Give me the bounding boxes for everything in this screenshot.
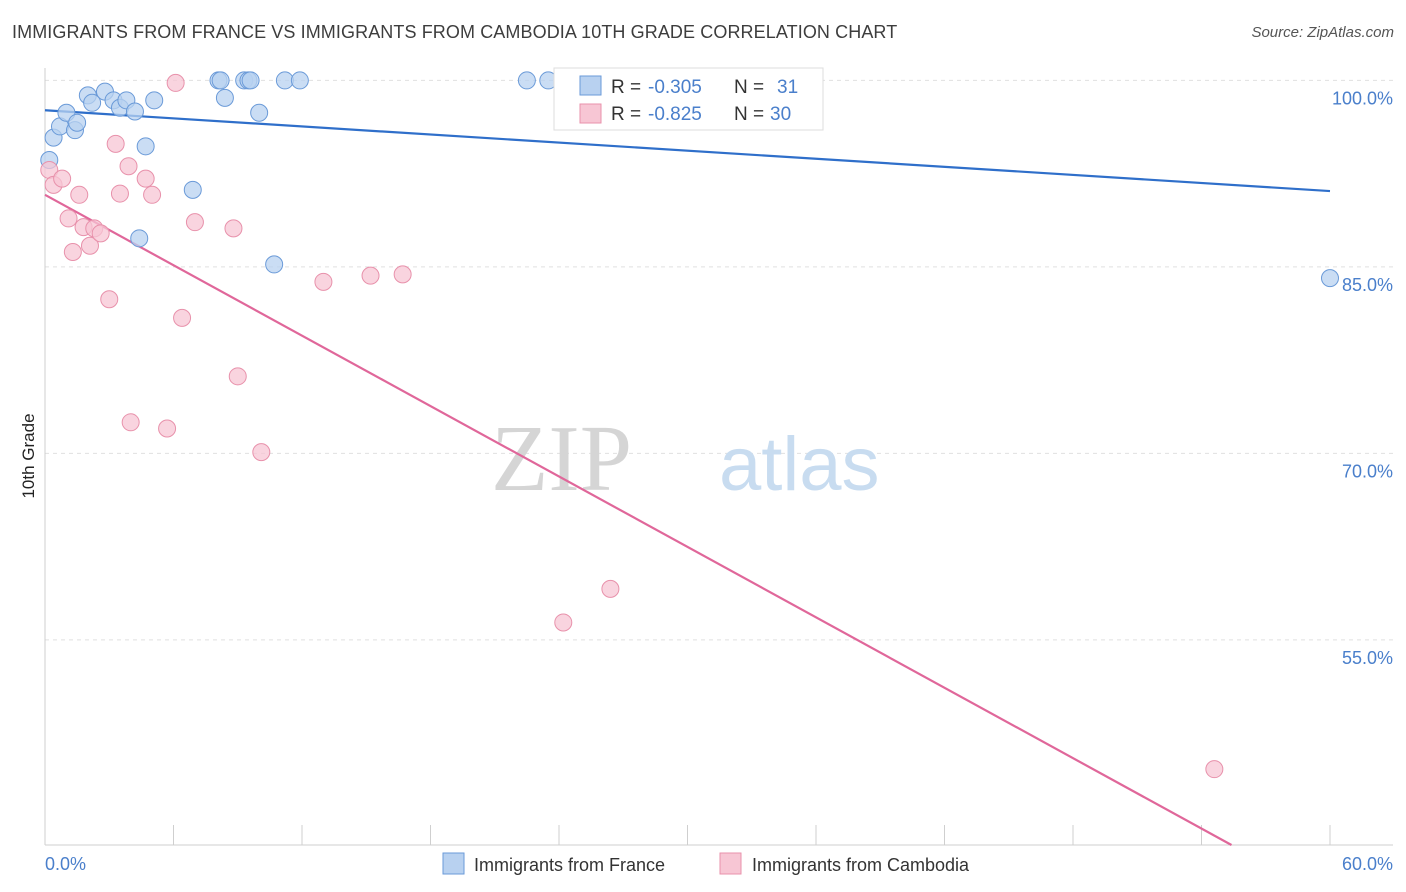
point-france [290, 71, 309, 90]
point-france [215, 88, 234, 107]
point-france [1321, 269, 1339, 288]
y-tick-labels: 100.0% 85.0% 70.0% 55.0% [1332, 88, 1393, 667]
point-cambodia [224, 219, 243, 238]
point-cambodia [166, 73, 185, 92]
stats-row-france: R = -0.305 N = 31 [611, 77, 798, 98]
point-cambodia [185, 213, 204, 232]
point-cambodia [80, 236, 99, 255]
watermark: ZIP atlas [491, 407, 880, 511]
y-tick-label: 55.0% [1342, 648, 1393, 668]
stats-swatch-cambodia [579, 103, 602, 124]
point-cambodia [119, 157, 138, 176]
stats-n-value: 30 [770, 104, 791, 125]
point-cambodia [110, 184, 129, 203]
point-cambodia [53, 169, 72, 188]
legend: Immigrants from France Immigrants from C… [442, 852, 970, 875]
point-france [211, 71, 230, 90]
point-cambodia [59, 209, 78, 228]
point-cambodia [70, 185, 89, 204]
legend-swatch-france [442, 852, 465, 875]
legend-label-france: Immigrants from France [474, 855, 665, 875]
trend-line-cambodia [44, 193, 1233, 846]
point-france [517, 71, 536, 90]
point-cambodia [106, 134, 125, 153]
stats-swatch-france [579, 75, 602, 96]
point-cambodia [136, 169, 155, 188]
stats-r-value: -0.825 [648, 104, 702, 125]
stats-n-label: N = [734, 77, 769, 98]
point-cambodia [1205, 760, 1224, 779]
point-france [145, 91, 164, 110]
point-cambodia [252, 443, 271, 462]
y-axis-title: 10th Grade [19, 413, 38, 498]
point-cambodia [91, 224, 110, 243]
point-france [68, 113, 87, 132]
stats-r-label: R = [611, 77, 646, 98]
y-tick-label: 100.0% [1332, 88, 1393, 108]
point-france [130, 229, 149, 248]
point-cambodia [63, 242, 82, 261]
trend-lines [44, 109, 1331, 846]
source-label: Source: ZipAtlas.com [1251, 24, 1394, 41]
point-france [241, 71, 260, 90]
point-france [183, 180, 202, 199]
x-tick-label-min: 0.0% [45, 854, 86, 874]
y-tick-label: 70.0% [1342, 461, 1393, 481]
trend-line-france [44, 109, 1331, 193]
point-france [265, 255, 284, 274]
stats-box: R = -0.305 N = 31 R = -0.825 N = 30 [553, 67, 824, 131]
point-france [125, 102, 144, 121]
stats-r-value: -0.305 [648, 77, 702, 98]
point-cambodia [228, 367, 247, 386]
point-france [275, 71, 294, 90]
legend-swatch-cambodia [719, 852, 742, 875]
point-cambodia [361, 266, 380, 285]
axes [44, 68, 1393, 846]
point-cambodia [173, 308, 192, 327]
stats-row-cambodia: R = -0.825 N = 30 [611, 104, 791, 125]
stats-n-value: 31 [777, 77, 798, 98]
chart-title: IMMIGRANTS FROM FRANCE VS IMMIGRANTS FRO… [12, 22, 898, 42]
point-cambodia [393, 265, 412, 284]
data-points [40, 71, 1339, 779]
point-france [136, 137, 155, 156]
point-cambodia [314, 272, 333, 291]
stats-r-label: R = [611, 104, 646, 125]
y-tick-label: 85.0% [1342, 275, 1393, 295]
point-cambodia [158, 419, 177, 438]
watermark-zip: ZIP [491, 407, 632, 511]
point-france [83, 93, 102, 112]
watermark-atlas: atlas [719, 422, 880, 507]
point-cambodia [601, 579, 620, 598]
point-cambodia [100, 290, 119, 309]
point-france [250, 103, 269, 122]
point-cambodia [554, 613, 573, 632]
x-tick-label-max: 60.0% [1342, 854, 1393, 874]
legend-label-cambodia: Immigrants from Cambodia [752, 855, 970, 875]
gridlines [45, 79, 1393, 641]
stats-n-label: N = [734, 104, 769, 125]
point-cambodia [121, 413, 140, 432]
point-cambodia [143, 185, 162, 204]
